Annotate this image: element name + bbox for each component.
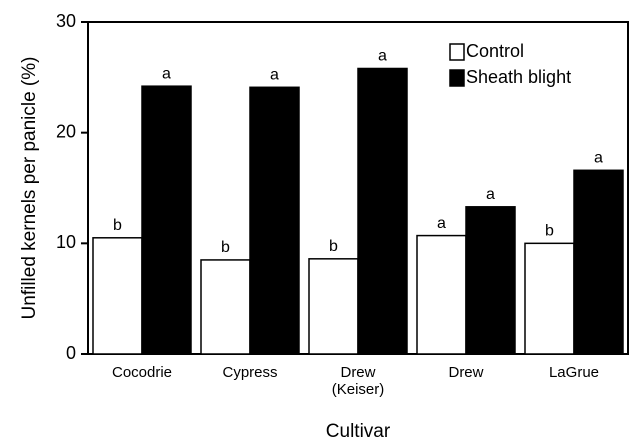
x-tick-label: Drew [448,364,484,381]
y-tick-label: 30 [56,11,76,31]
bar [357,67,408,355]
bar-annotation: a [486,186,495,203]
bar [416,234,467,355]
x-tick-label: LaGrue [548,364,600,381]
bar [573,169,624,355]
bar-annotation: a [378,48,387,65]
bar [524,242,575,355]
x-axis-title: Cultivar [326,421,391,442]
bar [200,259,251,355]
bar [92,237,143,355]
legend-swatch [449,69,465,87]
bar-annotation: a [437,215,446,232]
legend-swatch [449,43,465,61]
y-tick-label: 10 [56,232,76,252]
bar [249,86,300,355]
bar-annotation: a [270,67,279,84]
bar-annotation: a [594,150,603,167]
y-axis-title: Unfilled kernels per panicle (%) [19,57,40,320]
bar-annotation: b [113,217,122,234]
y-tick-label: 0 [66,343,76,363]
bar-annotation: b [221,239,230,256]
legend-label: Sheath blight [466,67,571,87]
y-tick-label: 20 [56,121,76,141]
bar [141,85,192,355]
bar [465,206,516,355]
x-tick-label: Cocodrie [111,364,173,381]
bar-annotation: b [545,223,554,240]
bar-annotation: a [162,65,171,82]
x-tick-label: Drew (Keiser) [331,364,385,398]
bar [308,258,359,355]
bar-annotation: b [329,238,338,255]
x-tick-label: Cypress [222,364,278,381]
legend-label: Control [466,41,524,61]
